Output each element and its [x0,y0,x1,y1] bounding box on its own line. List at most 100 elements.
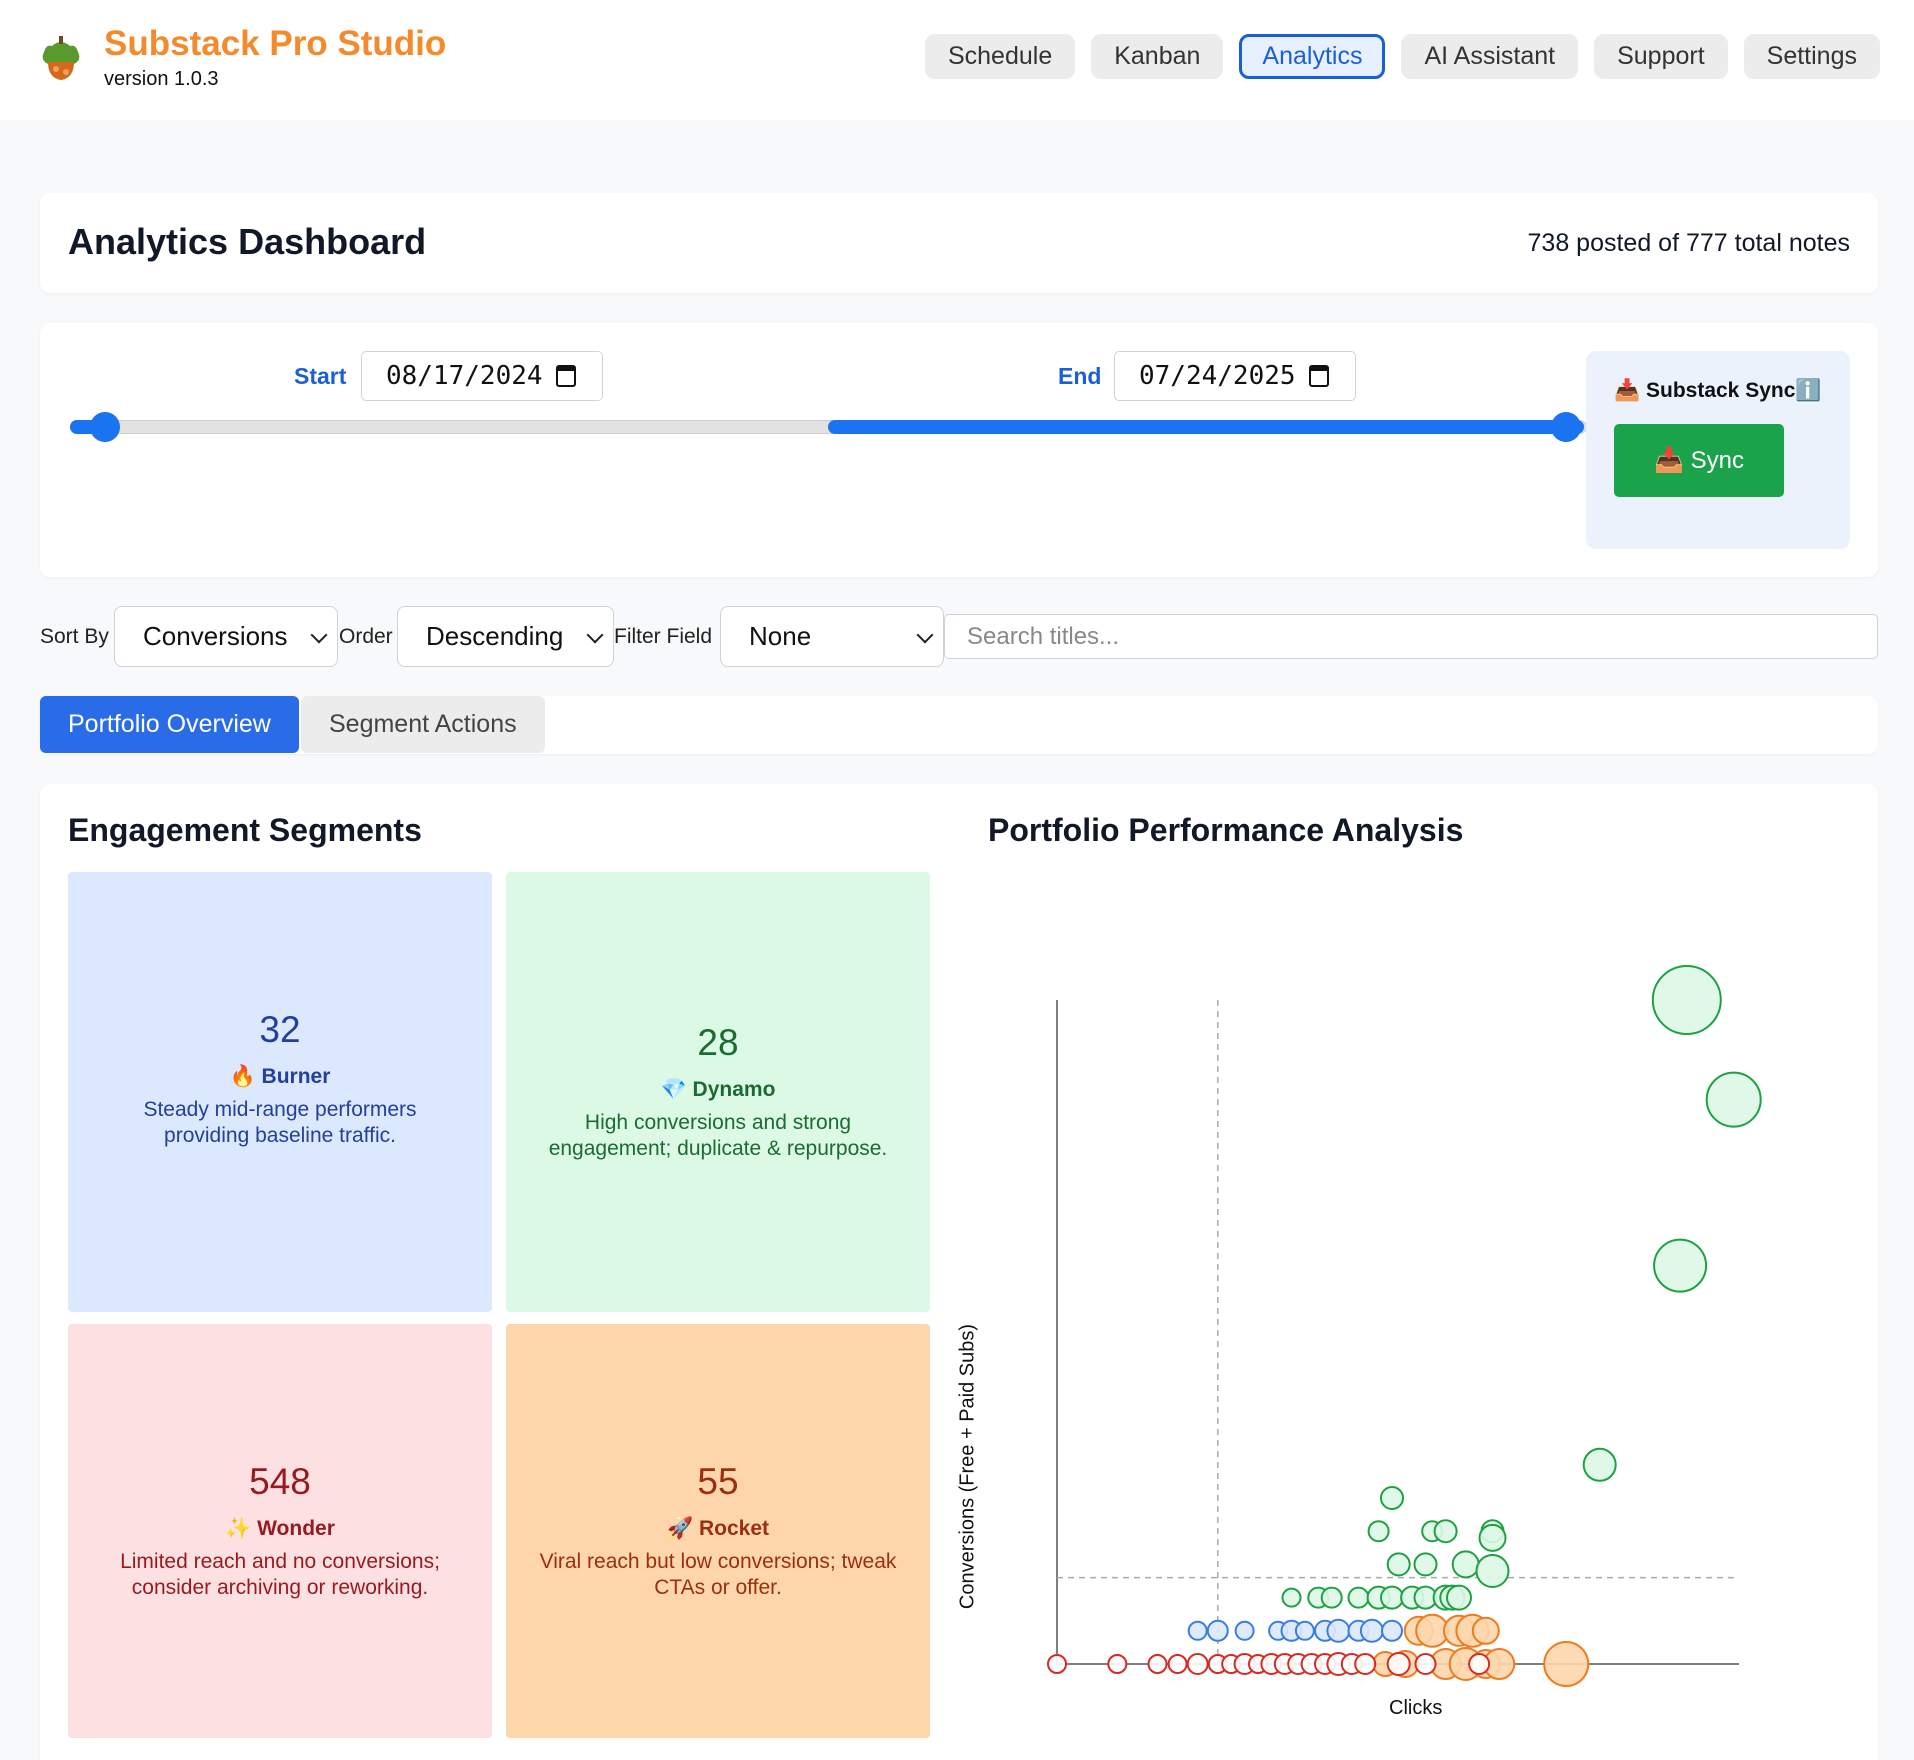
scatter-point [1386,1652,1411,1676]
segment-name: 💎 Dynamo [660,1077,776,1101]
scatter-point [1413,1552,1438,1577]
segment-description: Viral reach but low conversions; tweak C… [539,1549,897,1599]
scatter-point [1281,1587,1302,1608]
sort-by-value: Conversions [143,621,288,651]
scatter-point [1582,1447,1617,1482]
scatter-point [1705,1071,1762,1128]
filter-field-label: Filter Field [614,625,713,648]
start-label: Start [294,363,347,389]
chart-y-axis-label: Conversions (Free + Paid Subs) [956,1323,979,1610]
segment-description: High conversions and strong engagement; … [548,1110,888,1160]
nav-analytics[interactable]: Analytics [1239,34,1386,79]
scatter-point [1446,1584,1472,1611]
filter-field-select[interactable]: None [720,606,944,667]
segment-description: Limited reach and no conversions; consid… [120,1549,440,1599]
chevron-down-icon [310,626,328,644]
chevron-down-icon [586,626,604,644]
substack-sync-panel: 📥 Substack Syncℹ️ 📥 Sync [1586,351,1850,549]
scatter-point [1381,1619,1403,1642]
calendar-icon[interactable] [556,365,576,387]
portfolio-scatter-chart [1047,965,1762,1687]
scatter-point [1107,1654,1128,1674]
nav-ai-assistant[interactable]: AI Assistant [1401,34,1579,79]
scatter-point [1475,1554,1510,1589]
scatter-point [1359,1618,1384,1643]
scatter-point [1386,1552,1411,1577]
sort-by-label: Sort By [40,625,109,648]
page-title: Analytics Dashboard [68,221,427,262]
scatter-point [1451,1550,1480,1579]
end-slider-handle[interactable] [1551,412,1581,442]
calendar-icon[interactable] [1309,365,1329,387]
scatter-point [1320,1586,1343,1609]
scatter-point [1414,1653,1437,1675]
main-nav: Schedule Kanban Analytics AI Assistant S… [924,34,1880,79]
scatter-point [1347,1586,1370,1609]
scatter-point [1653,1238,1708,1293]
acorn-logo-icon [42,36,80,80]
order-select[interactable]: Descending [397,606,614,667]
scatter-point [1367,1520,1390,1543]
date-range-panel: Start 08/17/2024 End 07/24/2025 📥 Substa… [40,323,1878,577]
scatter-point [1543,1641,1590,1687]
scatter-point [1651,965,1722,1035]
scatter-point [1294,1620,1315,1641]
nav-support[interactable]: Support [1594,34,1728,79]
order-value: Descending [426,621,564,651]
app-title: Substack Pro Studio [104,24,447,63]
scatter-point [1206,1619,1229,1642]
sync-button[interactable]: 📥 Sync [1614,424,1784,497]
start-date-value: 08/17/2024 [386,361,543,391]
end-date-value: 07/24/2025 [1139,361,1296,391]
scatter-point [1326,1618,1351,1643]
scatter-point [1187,1620,1208,1641]
tab-portfolio-overview[interactable]: Portfolio Overview [40,696,299,753]
segment-count: 28 [697,1021,739,1063]
segment-count: 548 [249,1460,311,1502]
filter-field-value: None [749,621,812,651]
segment-card-rocket[interactable]: 55 🚀 Rocket Viral reach but low conversi… [506,1324,930,1738]
segments-title: Engagement Segments [68,812,422,848]
substack-sync-label: 📥 Substack Syncℹ️ [1614,379,1822,402]
start-date-input[interactable]: 08/17/2024 [361,351,603,401]
segment-name: 🚀 Rocket [666,1516,769,1540]
nav-kanban[interactable]: Kanban [1091,34,1224,79]
date-range-fill [828,420,1584,434]
segment-card-dynamo[interactable]: 28 💎 Dynamo High conversions and strong … [506,872,930,1312]
segment-name: ✨ Wonder [225,1516,335,1540]
segment-count: 32 [259,1008,301,1050]
scatter-point [1380,1585,1404,1610]
app-header: Substack Pro Studio version 1.0.3 Schedu… [0,0,1914,120]
segment-count: 55 [697,1460,739,1502]
view-tabs: Portfolio Overview Segment Actions [40,696,1878,754]
notes-summary: 738 posted of 777 total notes [1527,229,1850,257]
segment-name: 🔥 Burner [229,1064,331,1088]
order-label: Order [339,625,393,648]
overview-panel: Engagement Segments Portfolio Performanc… [40,784,1878,1760]
chart-title: Portfolio Performance Analysis [988,812,1464,848]
scatter-point [1433,1519,1458,1544]
segment-description: Steady mid-range performers providing ba… [143,1097,417,1147]
segment-card-wonder[interactable]: 548 ✨ Wonder Limited reach and no conver… [68,1324,492,1738]
start-slider-handle[interactable] [90,412,120,442]
segment-card-burner[interactable]: 32 🔥 Burner Steady mid-range performers … [68,872,492,1312]
chevron-down-icon [916,626,934,644]
scatter-point [1234,1620,1255,1641]
scatter-point [1147,1654,1168,1674]
search-input[interactable]: Search titles... [944,614,1878,659]
tab-segment-actions[interactable]: Segment Actions [301,696,545,753]
dashboard-header: Analytics Dashboard 738 posted of 777 to… [40,193,1878,293]
nav-settings[interactable]: Settings [1743,34,1880,79]
nav-schedule[interactable]: Schedule [924,34,1076,79]
end-date-input[interactable]: 07/24/2025 [1114,351,1356,401]
scatter-point [1471,1616,1500,1645]
chart-x-axis-label: Clicks [1389,1697,1443,1719]
sort-by-select[interactable]: Conversions [114,606,338,667]
scatter-point [1047,1654,1067,1674]
scatter-point [1478,1523,1507,1552]
scatter-point [1167,1654,1188,1674]
scatter-point [1468,1653,1491,1675]
app-version: version 1.0.3 [104,68,219,90]
scatter-point [1380,1486,1404,1510]
end-label: End [1058,363,1102,389]
